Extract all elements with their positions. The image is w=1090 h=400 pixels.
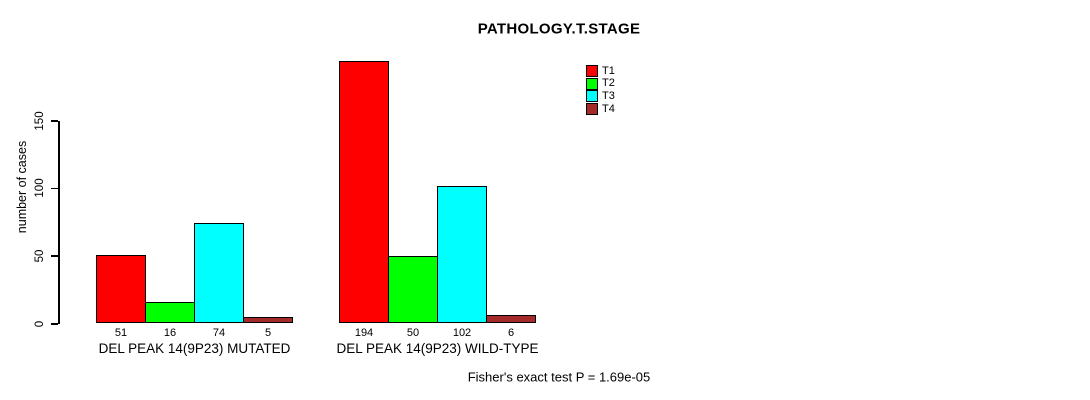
- bar-t3-group1: [194, 223, 244, 324]
- legend-swatch-t1-icon: [586, 65, 598, 78]
- bar-t3-group2: [437, 185, 487, 324]
- bar-value-label: 74: [212, 327, 226, 339]
- legend-item: T4: [586, 103, 615, 116]
- legend-item: T3: [586, 90, 615, 103]
- legend-swatch-t3-icon: [586, 90, 598, 103]
- bar-value-label: 50: [406, 327, 420, 339]
- bar-t2-group2: [388, 255, 438, 324]
- legend-swatch-t2-icon: [586, 77, 598, 90]
- bar-value-label: 194: [354, 327, 374, 339]
- legend-item: T2: [586, 77, 615, 91]
- legend-item: T1: [586, 65, 615, 78]
- bar-t4-group1: [243, 316, 293, 324]
- bar-value-label: 16: [163, 327, 177, 339]
- bar-value-label: 102: [452, 327, 472, 339]
- legend-label: T3: [602, 89, 615, 102]
- x-group-label: DEL PEAK 14(9P23) WILD-TYPE: [336, 341, 539, 356]
- y-axis-tick-label: 0: [34, 320, 46, 327]
- legend-swatch-t4-icon: [586, 103, 598, 116]
- bar-value-label: 5: [264, 327, 272, 339]
- y-axis-tick-label: 150: [34, 111, 46, 131]
- legend-label: T2: [602, 77, 615, 90]
- y-axis-tick: [51, 120, 58, 122]
- chart-title: PATHOLOGY.T.STAGE: [477, 20, 641, 38]
- y-axis-tick-label: 100: [34, 178, 46, 198]
- y-axis-tick: [51, 187, 58, 190]
- y-axis-tick: [51, 323, 58, 325]
- legend-label: T1: [602, 64, 615, 77]
- bar-t2-group1: [145, 301, 195, 324]
- stat-annotation: Fisher's exact test P = 1.69e-05: [467, 369, 651, 385]
- x-group-label: DEL PEAK 14(9P23) MUTATED: [98, 341, 291, 356]
- bar-value-label: 51: [114, 327, 128, 339]
- bar-value-label: 6: [507, 327, 515, 339]
- y-axis-line: [57, 120, 60, 325]
- legend: T1 T2 T3 T4: [586, 65, 615, 116]
- bar-t4-group2: [486, 315, 536, 324]
- y-axis-tick-label: 50: [34, 249, 46, 263]
- y-axis-tick: [51, 255, 58, 257]
- bar-t1-group2: [339, 61, 389, 324]
- bar-t1-group1: [96, 254, 146, 324]
- legend-label: T4: [602, 102, 615, 115]
